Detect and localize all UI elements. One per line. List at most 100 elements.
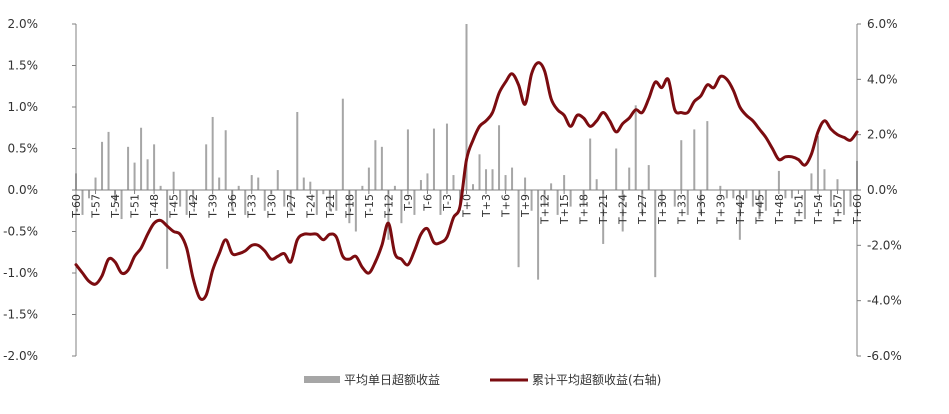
- x-tick-label: T-12: [382, 194, 395, 219]
- bar-mark: [836, 179, 839, 190]
- bar-mark: [419, 180, 422, 190]
- x-tick-label: T-54: [109, 194, 122, 219]
- bar-mark: [192, 190, 195, 203]
- bar-mark: [498, 125, 501, 190]
- bar-mark: [673, 190, 676, 207]
- bar-mark: [309, 181, 312, 190]
- right-tick-label: 4.0%: [867, 72, 898, 86]
- bar-mark: [153, 144, 156, 190]
- left-tick-label: 1.0%: [8, 100, 39, 114]
- left-tick-label: -1.5%: [3, 308, 38, 322]
- bar-mark: [485, 169, 488, 190]
- bar-mark: [764, 190, 767, 211]
- x-tick-label: T+60: [851, 194, 864, 225]
- x-tick-label: T-36: [226, 194, 239, 219]
- bar-mark: [432, 128, 435, 190]
- bar-mark: [413, 190, 416, 215]
- left-tick-label: -1.0%: [3, 266, 38, 280]
- bar-mark: [172, 171, 175, 190]
- bar-mark: [803, 190, 806, 220]
- line-layer: [74, 61, 859, 301]
- bar-mark: [237, 185, 240, 190]
- x-tick-label: T+27: [636, 194, 649, 225]
- bar-mark: [218, 177, 221, 190]
- right-tick-label: -6.0%: [867, 349, 902, 363]
- bar-mark: [439, 190, 442, 215]
- bar-mark: [114, 190, 117, 203]
- bar-mark: [348, 190, 351, 224]
- x-tick-label: T-51: [129, 194, 142, 219]
- left-tick-label: -2.0%: [3, 349, 38, 363]
- bar-mark: [589, 138, 592, 190]
- x-tick-label: T-3: [441, 194, 454, 212]
- bar-mark: [205, 144, 208, 190]
- bar-mark: [647, 165, 650, 190]
- x-tick-label: T-6: [421, 194, 434, 212]
- bar-mark: [322, 190, 325, 195]
- legend: 平均单日超额收益 累计平均超额收益(右轴): [304, 372, 661, 387]
- bar-mark: [745, 190, 748, 199]
- bar-mark: [634, 105, 637, 190]
- x-tick-label: T+0: [461, 194, 474, 218]
- x-tick-label: T-48: [148, 194, 161, 219]
- bar-mark: [406, 129, 409, 190]
- bar-mark: [361, 185, 364, 190]
- x-tick-label: T+45: [753, 194, 766, 225]
- bar-mark: [224, 130, 227, 190]
- x-tick-label: T+54: [812, 194, 825, 225]
- x-tick-label: T+15: [558, 194, 571, 225]
- bar-mark: [706, 121, 709, 190]
- legend-bar-swatch: [304, 376, 340, 383]
- x-tick-label: T+48: [773, 194, 786, 225]
- bar-mark: [335, 190, 338, 211]
- x-tick-label: T-9: [402, 194, 415, 212]
- x-tick-label: T+33: [675, 194, 688, 225]
- x-tick-label: T+18: [578, 194, 591, 225]
- bar-mark: [380, 146, 383, 190]
- bar-mark: [582, 190, 585, 207]
- x-tick-label: T-60: [70, 194, 83, 219]
- bar-mark: [426, 173, 429, 190]
- x-tick-label: T+51: [792, 194, 805, 225]
- bar-mark: [107, 131, 110, 190]
- bar-mark: [465, 24, 468, 190]
- bar-mark: [159, 185, 162, 190]
- right-tick-label: 2.0%: [867, 128, 898, 142]
- bar-mark: [621, 190, 624, 232]
- x-tick-label: T-45: [168, 194, 181, 219]
- bar-mark: [231, 190, 234, 211]
- bar-mark: [680, 140, 683, 190]
- x-tick-label: T+39: [714, 194, 727, 225]
- bar-mark: [751, 190, 754, 207]
- bar-mark: [641, 190, 644, 215]
- bar-mark: [595, 179, 598, 190]
- x-tick-label: T-33: [246, 194, 259, 219]
- bar-mark: [543, 190, 546, 207]
- bar-mark: [101, 141, 104, 190]
- bar-mark: [693, 129, 696, 190]
- axes-layer: 2.0% 1.5% 1.0% 0.5% 0.0% -0.5% -1.0% -1.5% -2.0%…: [3, 17, 902, 363]
- bar-mark: [263, 190, 266, 211]
- bar-mark: [179, 190, 182, 207]
- bar-mark: [517, 190, 520, 268]
- x-tick-label: T+57: [831, 194, 844, 225]
- x-tick-label: T-21: [324, 194, 337, 219]
- bar-mark: [146, 159, 149, 190]
- bar-mark: [452, 175, 455, 190]
- bar-mark: [445, 123, 448, 190]
- left-tick-label: 1.5%: [8, 59, 39, 73]
- bar-mark: [283, 190, 286, 207]
- bar-mark: [784, 190, 787, 199]
- bar-mark: [94, 177, 97, 190]
- bar-mark: [550, 183, 553, 190]
- bar-mark: [296, 111, 299, 190]
- x-tick-label: T+21: [597, 194, 610, 225]
- bar-mark: [563, 175, 566, 190]
- bar-mark: [849, 190, 852, 207]
- bar-mark: [556, 190, 559, 215]
- x-tick-label: T+42: [734, 194, 747, 225]
- bar-mark: [823, 169, 826, 190]
- right-tick-label: -4.0%: [867, 294, 902, 308]
